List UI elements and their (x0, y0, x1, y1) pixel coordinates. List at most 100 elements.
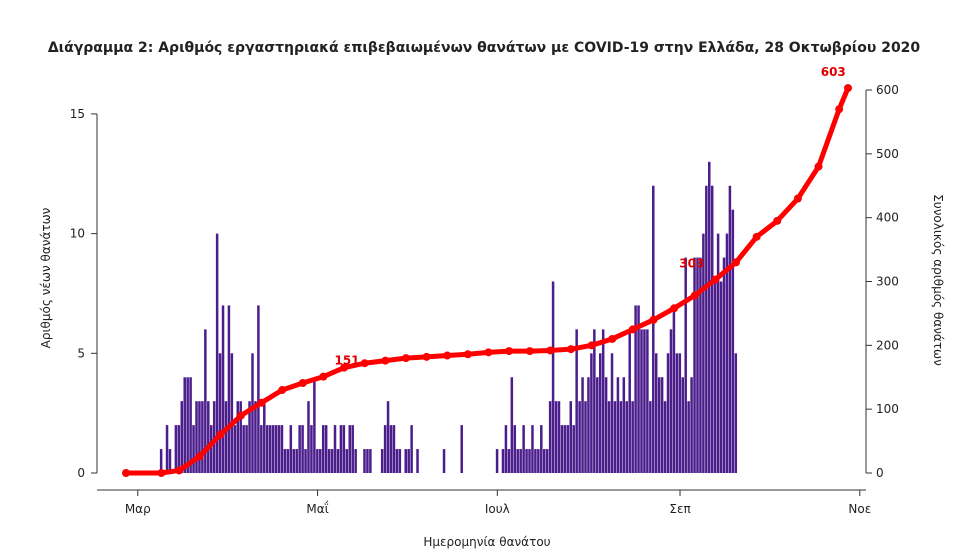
bar (248, 401, 251, 473)
bar (283, 449, 287, 473)
line-point (360, 359, 369, 368)
bar (327, 449, 331, 473)
bar (652, 185, 655, 473)
bar (207, 401, 210, 473)
bar (165, 425, 169, 473)
bar (260, 425, 263, 473)
bar (227, 305, 231, 473)
y2-tick-label: 600 (876, 83, 899, 97)
bar (192, 425, 195, 473)
annotation-label: 303 (679, 257, 704, 271)
bar (725, 233, 729, 473)
axes: 0 5 10 15 0 100 200 300 400 500 600 Μαρ Μαΐ Ιουλ Σεπ Νο… (70, 83, 899, 516)
bar (242, 425, 245, 473)
bar (510, 377, 514, 473)
bar (613, 401, 617, 473)
bar (631, 401, 634, 473)
line-point (566, 345, 575, 354)
line-point (257, 398, 266, 407)
bar (333, 425, 337, 473)
bar (236, 401, 240, 473)
bar (395, 449, 399, 473)
line-point (319, 372, 328, 381)
bar (734, 353, 738, 473)
bar (183, 377, 186, 473)
x-tick-label: Μαΐ (306, 501, 328, 516)
bar (307, 401, 310, 473)
bar (604, 377, 608, 473)
bar (351, 425, 354, 473)
line-point (711, 275, 720, 284)
line-point (422, 352, 431, 361)
line-point (608, 334, 617, 343)
bar (383, 425, 387, 473)
bar (254, 401, 257, 473)
bar (313, 377, 316, 473)
bar (221, 305, 225, 473)
line-point (773, 216, 782, 225)
bar (319, 449, 322, 473)
bar (245, 425, 248, 473)
bar (239, 401, 242, 473)
y2-tick-label: 400 (876, 211, 899, 225)
line-point (628, 325, 637, 334)
bar (342, 425, 346, 473)
bar (316, 449, 319, 473)
bar (386, 401, 390, 473)
bar (224, 401, 228, 473)
bar (705, 185, 708, 473)
line-point (236, 411, 245, 420)
bar (168, 449, 172, 473)
bar (616, 377, 620, 473)
bar (380, 449, 384, 473)
x-tick-label: Ιουλ (485, 502, 510, 516)
line-point (525, 347, 534, 356)
bar (634, 305, 637, 473)
bar (265, 425, 269, 473)
bar (289, 425, 293, 473)
bar (554, 401, 558, 473)
y-tick-label: 15 (70, 107, 85, 121)
bar (669, 329, 673, 473)
bar (731, 209, 735, 473)
line-point (752, 232, 761, 241)
line-point (505, 347, 514, 356)
bar (716, 233, 720, 473)
bar (336, 449, 340, 473)
bar (696, 257, 699, 473)
line-point (463, 350, 472, 359)
line-point (381, 356, 390, 365)
bar (657, 377, 661, 473)
bar (528, 449, 531, 473)
bar (522, 425, 525, 473)
x-tick-label: Σεπ (669, 502, 690, 516)
bar (728, 185, 732, 473)
bar (607, 401, 611, 473)
bar (537, 449, 540, 473)
y2-tick-label: 0 (876, 466, 884, 480)
bar-series (159, 161, 738, 473)
x-tick-label: Νοε (848, 502, 871, 516)
bar (295, 449, 298, 473)
bar (330, 449, 334, 473)
bar (687, 401, 690, 473)
bar (180, 401, 184, 473)
bar (663, 401, 667, 473)
bar (310, 425, 313, 473)
bar (277, 425, 281, 473)
bar (710, 185, 714, 473)
annotations: 151 303 603 (334, 65, 845, 368)
y-tick-label: 5 (77, 346, 85, 360)
line-point (649, 315, 658, 324)
bar (392, 425, 396, 473)
bar (292, 449, 296, 473)
bar (298, 425, 301, 473)
bar (504, 425, 508, 473)
bar (640, 329, 643, 473)
bar (675, 353, 679, 473)
bar (542, 449, 546, 473)
bar (186, 377, 189, 473)
y-axis-label: Αριθμός νέων θανάτων (39, 207, 53, 348)
bar (516, 449, 519, 473)
